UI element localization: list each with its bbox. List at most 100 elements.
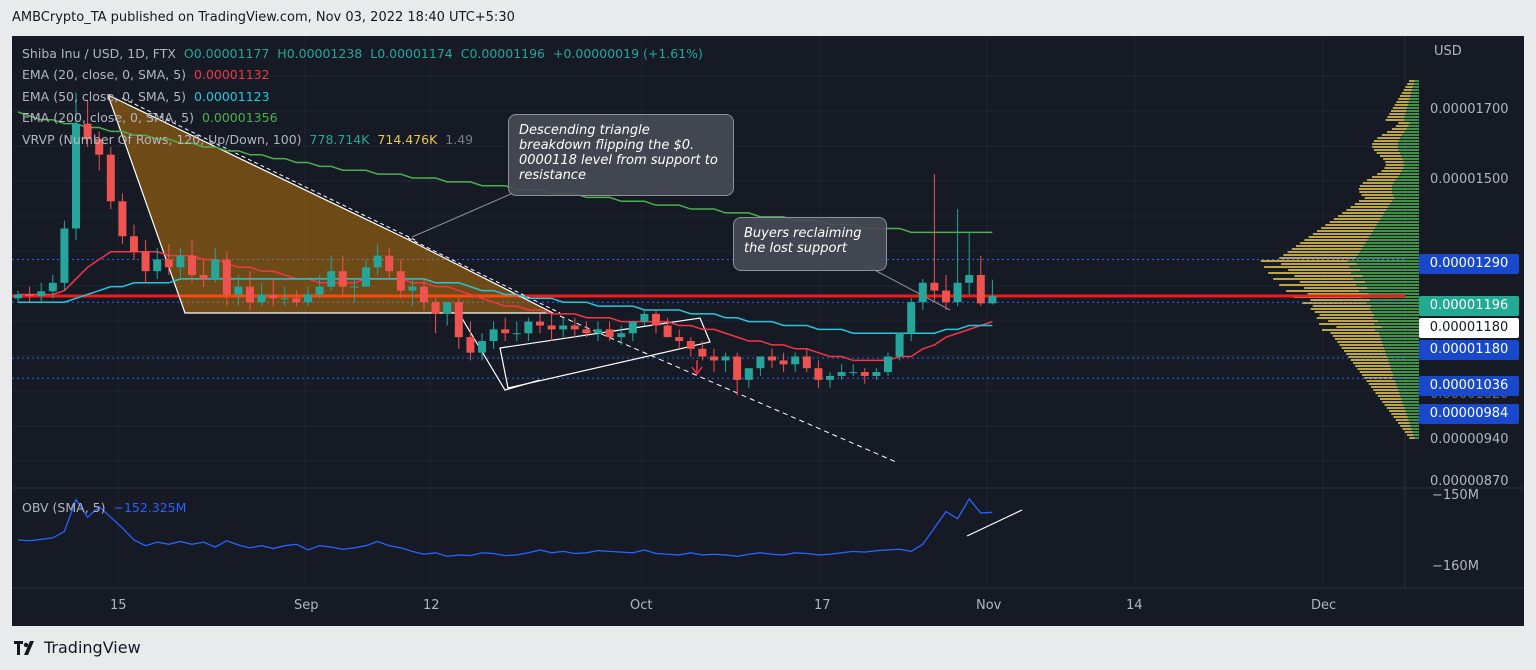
volume-bar-up: [1404, 116, 1419, 118]
volume-bar-down: [1364, 197, 1395, 199]
price-box-984[interactable]: 0.00000984: [1419, 404, 1519, 424]
obv-tick-150: −150M: [1432, 488, 1479, 503]
volume-bar-up: [1411, 92, 1419, 94]
volume-bar-down: [1332, 335, 1381, 337]
volume-bar-down: [1359, 371, 1393, 373]
candle-body: [396, 271, 405, 291]
candle-body: [559, 325, 568, 330]
candle-body: [199, 275, 208, 279]
volume-bar-down: [1385, 164, 1405, 166]
candle-body: [536, 321, 544, 326]
triangle-callout-pointer: [411, 189, 521, 238]
volume-bar-up: [1363, 245, 1419, 247]
volume-bar-up: [1373, 230, 1419, 232]
volume-bar-up: [1387, 356, 1419, 358]
price-box-current[interactable]: 0.00001196: [1419, 296, 1519, 316]
candle-body: [988, 296, 997, 304]
ema50-legend[interactable]: EMA (50, close, 0, SMA, 5) 0.00001123: [22, 89, 270, 104]
volume-bar-up: [1398, 149, 1419, 151]
candle-body: [953, 282, 962, 303]
candle-body: [246, 286, 254, 303]
candle-body: [768, 356, 776, 361]
volume-bar-up: [1349, 266, 1419, 268]
tradingview-brand[interactable]: TradingView: [14, 638, 141, 657]
volume-bar-down: [1283, 254, 1358, 256]
time-label-15: 15: [110, 598, 127, 613]
volume-bar-down: [1358, 188, 1392, 190]
volume-bar-down: [1335, 338, 1382, 340]
chart-canvas[interactable]: [12, 36, 1524, 626]
volume-bar-down: [1321, 329, 1376, 331]
obv-legend[interactable]: OBV (SMA, 5) −152.325M: [22, 500, 186, 515]
ema200-legend[interactable]: EMA (200, close, 0, SMA, 5) 0.00001356: [22, 110, 278, 125]
volume-bar-up: [1397, 386, 1419, 388]
candle-body: [385, 255, 394, 272]
candle-body: [617, 333, 626, 338]
volume-bar-down: [1373, 389, 1399, 391]
volume-bar-down: [1405, 86, 1413, 88]
obv-line: [17, 497, 993, 558]
volume-bar-down: [1386, 407, 1405, 409]
buyers-callout[interactable]: Buyers reclaiming the lost support: [733, 217, 887, 271]
vrvp-legend[interactable]: VRVP (Number Of Rows, 120, Up/Down, 100)…: [22, 132, 473, 147]
time-label-dec: Dec: [1311, 598, 1337, 613]
brand-text: TradingView: [44, 638, 141, 657]
volume-bar-down: [1398, 422, 1410, 424]
volume-bar-up: [1388, 206, 1419, 208]
price-box-1036[interactable]: 0.00001036: [1419, 376, 1519, 396]
triangle-dashed-line: [121, 97, 416, 241]
volume-bar-up: [1400, 173, 1419, 175]
price-tick-1500: 0.00001500: [1430, 172, 1509, 187]
volume-bar-down: [1304, 239, 1368, 241]
candle-body: [95, 139, 104, 155]
volume-bar-up: [1360, 269, 1419, 271]
chart-panel[interactable]: [12, 36, 1524, 626]
volume-bar-up: [1400, 395, 1419, 397]
volume-bar-up: [1405, 113, 1419, 115]
ema20-legend[interactable]: EMA (20, close, 0, SMA, 5) 0.00001132: [22, 67, 270, 82]
volume-bar-up: [1393, 182, 1419, 184]
volume-bar-up: [1413, 434, 1419, 436]
ohlc-open: O0.00001177: [183, 46, 270, 61]
volume-bar-down: [1376, 152, 1400, 154]
volume-bar-down: [1350, 206, 1389, 208]
price-box-1290[interactable]: 0.00001290: [1419, 254, 1519, 274]
volume-bar-down: [1381, 134, 1403, 136]
volume-bar-down: [1344, 350, 1386, 352]
volume-bar-down: [1268, 272, 1352, 274]
volume-bar-up: [1365, 242, 1419, 244]
volume-bar-down: [1260, 260, 1348, 262]
volume-bar-down: [1273, 278, 1354, 280]
volume-bar-up: [1408, 104, 1419, 106]
volume-bar-down: [1366, 380, 1396, 382]
price-box-crosshair[interactable]: 0.00001180: [1419, 318, 1519, 338]
candle-body: [304, 294, 312, 303]
volume-bar-up: [1407, 107, 1419, 109]
candle-body: [524, 321, 533, 334]
volume-bar-up: [1402, 170, 1419, 172]
volume-bar-up: [1404, 407, 1419, 409]
volume-bar-down: [1304, 287, 1368, 289]
candle-body: [582, 329, 591, 334]
volume-bar-up: [1407, 416, 1419, 418]
triangle-callout[interactable]: Descending triangle breakdown flipping t…: [508, 114, 734, 196]
volume-bar-up: [1414, 80, 1419, 82]
ema20-label: EMA (20, close, 0, SMA, 5): [22, 67, 187, 82]
price-box-1180[interactable]: 0.00001180: [1419, 340, 1519, 360]
time-label-oct: Oct: [630, 598, 653, 613]
volume-bar-down: [1296, 245, 1364, 247]
volume-bar-up: [1372, 311, 1419, 313]
candle-body: [454, 302, 463, 338]
candle-body: [37, 291, 46, 296]
volume-bar-up: [1405, 410, 1419, 412]
symbol-legend[interactable]: Shiba Inu / USD, 1D, FTX O0.00001177 H0.…: [22, 46, 703, 61]
candle-body: [872, 372, 881, 376]
volume-bar-up: [1398, 140, 1419, 142]
volume-bar-down: [1354, 203, 1391, 205]
volume-bar-up: [1356, 284, 1419, 286]
volume-bar-down: [1407, 434, 1414, 436]
volume-bar-up: [1395, 380, 1419, 382]
candle-body: [675, 337, 684, 342]
volume-bar-up: [1362, 275, 1419, 277]
volume-bar-down: [1328, 320, 1379, 322]
